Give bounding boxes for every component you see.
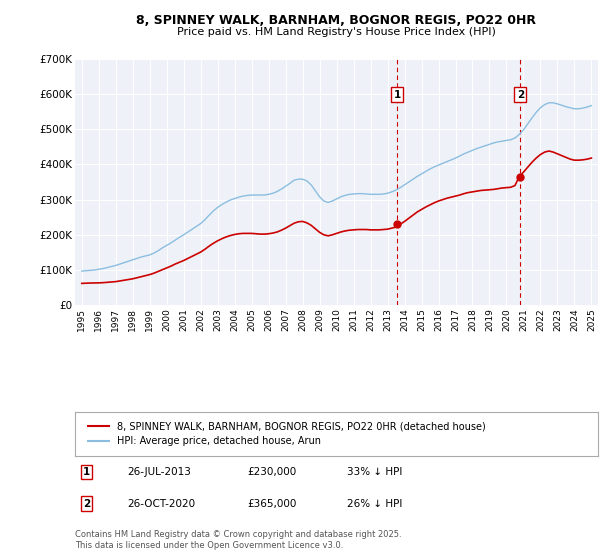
Text: £365,000: £365,000: [248, 499, 297, 509]
Text: 2: 2: [517, 90, 524, 100]
Text: 33% ↓ HPI: 33% ↓ HPI: [347, 467, 403, 477]
Text: 26-OCT-2020: 26-OCT-2020: [127, 499, 196, 509]
Text: 26-JUL-2013: 26-JUL-2013: [127, 467, 191, 477]
Text: Price paid vs. HM Land Registry's House Price Index (HPI): Price paid vs. HM Land Registry's House …: [176, 27, 496, 38]
Text: 26% ↓ HPI: 26% ↓ HPI: [347, 499, 403, 509]
Text: 8, SPINNEY WALK, BARNHAM, BOGNOR REGIS, PO22 0HR: 8, SPINNEY WALK, BARNHAM, BOGNOR REGIS, …: [136, 13, 536, 27]
Text: 1: 1: [394, 90, 401, 100]
Text: £230,000: £230,000: [248, 467, 297, 477]
Text: 1: 1: [83, 467, 90, 477]
Text: 2: 2: [83, 499, 90, 509]
Legend: 8, SPINNEY WALK, BARNHAM, BOGNOR REGIS, PO22 0HR (detached house), HPI: Average : 8, SPINNEY WALK, BARNHAM, BOGNOR REGIS, …: [85, 419, 489, 449]
Text: Contains HM Land Registry data © Crown copyright and database right 2025.
This d: Contains HM Land Registry data © Crown c…: [75, 530, 401, 550]
